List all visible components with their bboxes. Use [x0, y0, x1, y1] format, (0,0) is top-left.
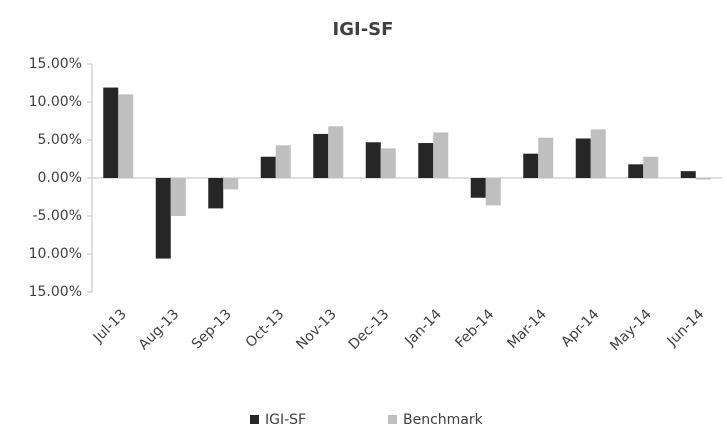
x-tick-label: Aug-13 — [136, 306, 183, 353]
bar — [223, 178, 239, 190]
bar — [680, 171, 696, 178]
bar — [628, 164, 644, 178]
bar — [538, 137, 554, 178]
x-tick-label: Jan-14 — [401, 306, 445, 350]
bar — [103, 87, 119, 178]
y-tick-label: 0.00% — [38, 170, 82, 186]
bar — [433, 132, 449, 178]
legend-swatch — [250, 415, 259, 424]
bar — [313, 133, 329, 178]
x-tick-label: Feb-14 — [452, 306, 497, 351]
y-tick-label: -5.00% — [32, 208, 82, 224]
legend-label: Benchmark — [403, 412, 484, 428]
bar — [260, 156, 276, 178]
bar — [155, 178, 171, 259]
y-tick-label: 5.00% — [38, 132, 82, 148]
x-tick-label: Oct-13 — [243, 306, 288, 351]
y-tick-label: 10.00% — [29, 94, 82, 110]
x-tick-label: Jun-14 — [664, 306, 708, 350]
y-tick-label: 15.00% — [29, 56, 82, 72]
bar — [418, 143, 434, 178]
x-tick-label: Nov-13 — [293, 306, 340, 353]
x-tick-label: Dec-13 — [346, 306, 393, 353]
bar — [485, 178, 501, 206]
bar — [208, 178, 224, 209]
x-tick-label: Mar-14 — [504, 306, 550, 352]
chart-title: IGI-SF — [333, 19, 394, 40]
bar — [380, 148, 396, 178]
bar — [523, 153, 539, 178]
x-tick-label: Sep-13 — [189, 306, 235, 352]
bar — [275, 145, 291, 178]
bar — [575, 138, 591, 178]
bar — [328, 126, 344, 178]
legend-label: IGI-SF — [265, 412, 306, 428]
bar — [470, 178, 486, 198]
x-tick-label: Jul-13 — [90, 306, 130, 346]
y-tick-label: 10.00% — [29, 246, 82, 262]
bar — [170, 178, 186, 216]
bar — [365, 142, 381, 178]
bar — [643, 156, 659, 178]
y-tick-label: 15.00% — [29, 284, 82, 300]
bar — [118, 94, 134, 178]
bar — [590, 129, 606, 178]
bar — [695, 178, 711, 180]
x-tick-label: May-14 — [607, 306, 655, 354]
x-tick-label: Apr-14 — [558, 306, 602, 350]
legend-swatch — [388, 415, 397, 424]
